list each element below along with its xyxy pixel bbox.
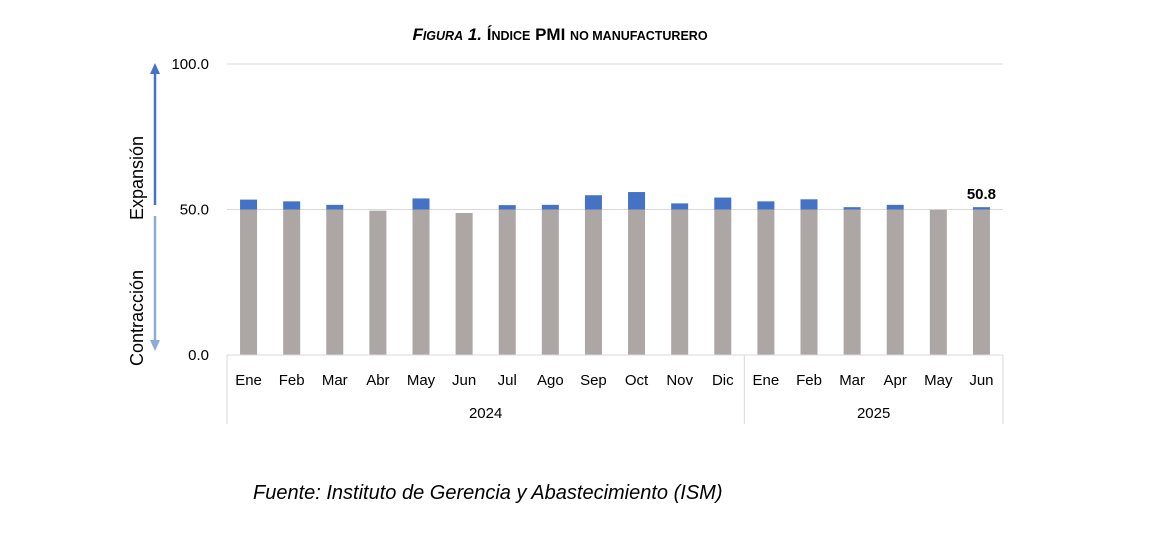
bar-above-threshold — [757, 201, 775, 210]
bar-above-threshold — [886, 204, 904, 210]
x-tick-label: Nov — [666, 372, 693, 389]
bar-base — [628, 209, 646, 355]
bar-above-threshold — [714, 197, 732, 210]
data-label: 50.8 — [967, 186, 996, 203]
bar-base — [886, 209, 904, 355]
bars: 50.8 — [240, 186, 996, 355]
y-label-expansion: Expansión — [127, 136, 147, 220]
y-tick-label: 100.0 — [171, 56, 209, 73]
x-tick-label: Dic — [712, 372, 734, 389]
bar-above-threshold — [800, 199, 818, 210]
y-tick-label: 50.0 — [180, 202, 209, 219]
x-tick-label: May — [407, 372, 436, 389]
x-tick-label: Ene — [753, 372, 780, 389]
bar-above-threshold — [671, 203, 689, 210]
x-tick-label: Abr — [366, 372, 389, 389]
x-tick-label: Jun — [452, 372, 476, 389]
bar-base — [498, 209, 516, 355]
gridlines — [227, 63, 1003, 210]
bar-above-threshold — [584, 195, 602, 210]
contraction-arrow — [150, 216, 160, 351]
bar-base — [714, 209, 732, 355]
bar-base — [455, 212, 473, 355]
bar-above-threshold — [498, 205, 516, 210]
bar-base — [929, 209, 947, 355]
bar-base — [671, 209, 689, 355]
x-tick-label: Feb — [796, 372, 822, 389]
y-tick-labels: 0.0 50.0 100.0 — [171, 56, 209, 364]
bar-above-threshold — [283, 201, 301, 210]
source-note: Fuente: Instituto de Gerencia y Abasteci… — [253, 482, 723, 504]
year-label: 2025 — [857, 405, 890, 422]
expansion-arrow — [150, 63, 160, 205]
year-label: 2024 — [469, 405, 502, 422]
bar-base — [369, 210, 387, 355]
x-tick-label: Oct — [625, 372, 649, 389]
x-axis: Ene Feb Mar Abr May Jun Jul Ago Sep Oct Nov Dic Ene F… — [226, 354, 1004, 424]
bar-base — [326, 209, 344, 355]
bar-base — [972, 209, 990, 355]
x-tick-label: Feb — [279, 372, 305, 389]
x-tick-label: Jun — [969, 372, 993, 389]
bar-above-threshold — [541, 204, 559, 210]
y-label-contraction: Contracción — [127, 270, 147, 366]
x-tick-label: Apr — [884, 372, 907, 389]
x-tick-label: Ene — [235, 372, 262, 389]
bar-above-threshold — [628, 192, 646, 210]
chart-title: FIGURA 1. ÍNDICE PMI NO MANUFACTURERO — [412, 25, 707, 44]
y-tick-label: 0.0 — [188, 347, 209, 364]
bar-base — [283, 209, 301, 355]
x-tick-label: May — [924, 372, 953, 389]
bar-base — [843, 209, 861, 355]
bar-base — [757, 209, 775, 355]
x-tick-label: Mar — [322, 372, 348, 389]
x-tick-label: Sep — [580, 372, 607, 389]
bar-base — [412, 209, 430, 355]
bar-base — [584, 209, 602, 355]
bar-base — [240, 209, 258, 355]
x-tick-label: Mar — [839, 372, 865, 389]
bar-above-threshold — [412, 198, 430, 210]
bar-above-threshold — [972, 207, 990, 210]
bar-above-threshold — [240, 199, 258, 210]
x-tick-label: Jul — [498, 372, 517, 389]
bar-above-threshold — [326, 204, 344, 210]
bar-base — [800, 209, 818, 355]
x-tick-label: Ago — [537, 372, 564, 389]
bar-base — [541, 209, 559, 355]
bar-above-threshold — [843, 207, 861, 210]
